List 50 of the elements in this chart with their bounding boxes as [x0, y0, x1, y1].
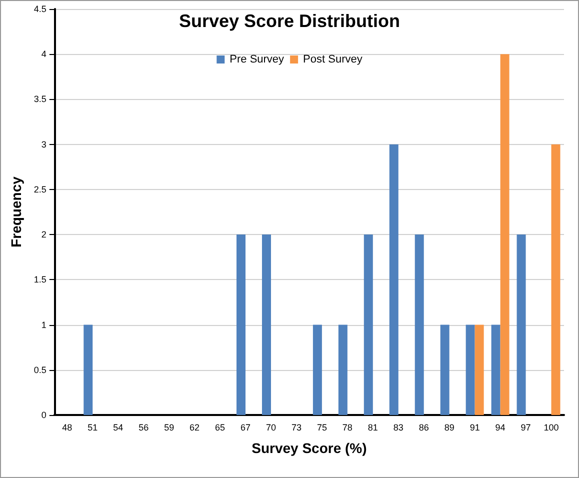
x-tick-label: 56 — [138, 422, 149, 432]
bar — [364, 234, 373, 415]
y-tick-label: 2.5 — [34, 184, 46, 194]
bar — [551, 144, 560, 415]
y-tick-label: 4.5 — [34, 4, 46, 14]
bar — [338, 324, 348, 415]
legend-label: Pre Survey — [230, 54, 285, 66]
y-tick-label: 1.5 — [34, 274, 46, 285]
x-tick-label: 94 — [495, 422, 506, 432]
bar — [262, 234, 271, 415]
y-tick-label: 0 — [41, 410, 46, 420]
x-tick-label: 91 — [470, 422, 480, 432]
x-tick-label: 67 — [240, 422, 251, 432]
x-tick-label: 65 — [215, 422, 226, 432]
x-tick-label: 100 — [544, 422, 559, 432]
x-tick-label: 54 — [113, 422, 124, 432]
x-tick-label: 81 — [368, 422, 378, 432]
x-tick-label: 70 — [266, 422, 276, 432]
x-tick-label: 97 — [520, 422, 531, 432]
x-tick-label: 78 — [342, 422, 352, 432]
y-tick-label: 3.5 — [34, 94, 46, 104]
bar — [516, 234, 526, 415]
y-tick-label: 2 — [41, 230, 46, 240]
bar — [466, 324, 475, 415]
x-tick-label: 51 — [88, 422, 98, 432]
bar — [236, 234, 246, 415]
bar — [474, 324, 484, 415]
y-tick-label: 1 — [41, 320, 46, 330]
y-tick-label: 4 — [41, 49, 46, 60]
y-axis-title: Frequency — [8, 176, 24, 248]
x-tick-label: 59 — [164, 422, 174, 432]
x-tick-label: 83 — [393, 422, 404, 432]
x-tick-label: 48 — [62, 422, 72, 432]
bar — [440, 324, 450, 415]
y-tick-label: 0.5 — [34, 364, 46, 375]
chart-title: Survey Score Distribution — [178, 11, 400, 31]
bar — [389, 144, 398, 415]
bar — [84, 324, 93, 415]
x-axis-title: Survey Score (%) — [252, 440, 367, 456]
x-tick-label: 89 — [444, 422, 454, 432]
bar — [312, 324, 322, 415]
y-tick-label: 3 — [41, 139, 46, 150]
x-tick-label: 62 — [190, 422, 200, 432]
x-tick-label: 73 — [291, 422, 302, 432]
bar — [491, 324, 500, 415]
legend-label: Post Survey — [303, 54, 363, 66]
bar — [500, 54, 510, 415]
bar — [414, 234, 424, 415]
x-tick-label: 75 — [316, 422, 327, 432]
x-tick-label: 86 — [418, 422, 429, 432]
